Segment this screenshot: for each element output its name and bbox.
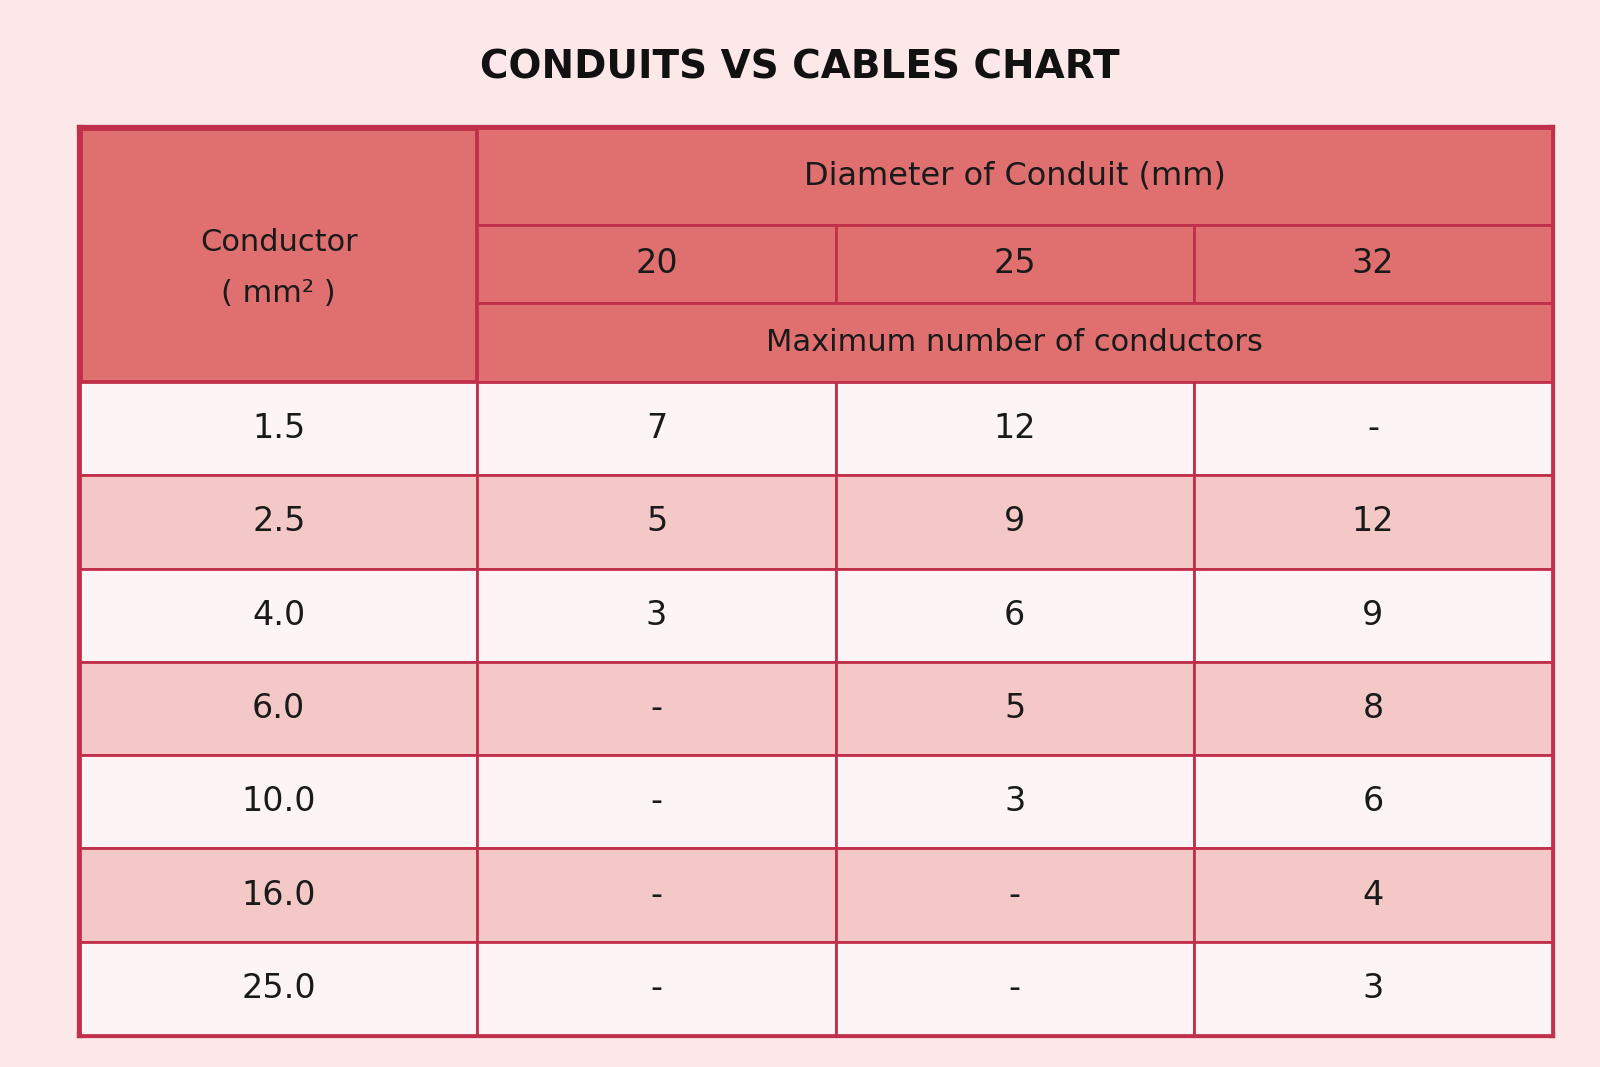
Text: Maximum number of conductors: Maximum number of conductors (766, 329, 1262, 357)
Text: -: - (1366, 412, 1379, 445)
Text: -: - (1008, 972, 1021, 1005)
Text: 12: 12 (994, 412, 1037, 445)
Text: -: - (651, 972, 662, 1005)
Text: 25: 25 (994, 248, 1037, 281)
Text: 2.5: 2.5 (253, 506, 306, 539)
Text: 32: 32 (1352, 248, 1394, 281)
Text: 7: 7 (646, 412, 667, 445)
Text: 9: 9 (1005, 506, 1026, 539)
Text: 5: 5 (646, 506, 667, 539)
Text: 8: 8 (1362, 692, 1384, 724)
Text: 6: 6 (1362, 785, 1384, 818)
Text: 4: 4 (1362, 878, 1384, 911)
Text: Diameter of Conduit (mm): Diameter of Conduit (mm) (803, 161, 1226, 192)
Text: 3: 3 (646, 599, 667, 632)
Text: ( mm² ): ( mm² ) (221, 278, 336, 307)
Text: 16.0: 16.0 (242, 878, 315, 911)
Text: 1.5: 1.5 (253, 412, 306, 445)
Text: 6.0: 6.0 (253, 692, 306, 724)
Text: 9: 9 (1362, 599, 1384, 632)
Text: -: - (1008, 878, 1021, 911)
Text: 12: 12 (1352, 506, 1394, 539)
Text: CONDUITS VS CABLES CHART: CONDUITS VS CABLES CHART (480, 48, 1120, 86)
Text: 20: 20 (635, 248, 678, 281)
Text: -: - (651, 785, 662, 818)
Text: Conductor: Conductor (200, 228, 357, 257)
Text: 5: 5 (1005, 692, 1026, 724)
Text: -: - (651, 878, 662, 911)
Text: 25.0: 25.0 (242, 972, 317, 1005)
Text: 6: 6 (1005, 599, 1026, 632)
Text: 10.0: 10.0 (242, 785, 315, 818)
Text: -: - (651, 692, 662, 724)
Text: 3: 3 (1362, 972, 1384, 1005)
Text: 3: 3 (1005, 785, 1026, 818)
Text: 4.0: 4.0 (253, 599, 306, 632)
